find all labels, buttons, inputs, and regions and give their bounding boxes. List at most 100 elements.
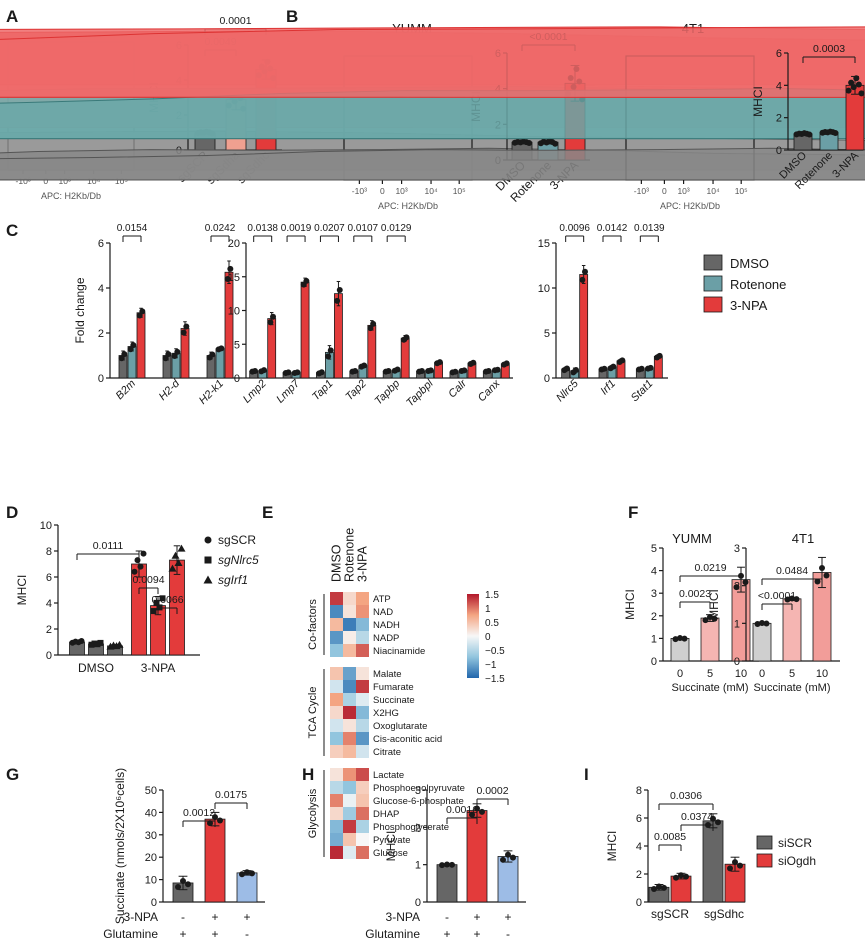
y-tick-label: 4 [46, 598, 52, 610]
p-value-label: 0.0019 [281, 223, 312, 234]
condition-sign: + [211, 910, 218, 924]
p-value-label: 0.0219 [694, 562, 726, 574]
x-category-label: 10 [816, 668, 828, 680]
p-value-label: 0.0242 [205, 223, 236, 234]
data-point [573, 366, 579, 373]
data-point [183, 323, 190, 330]
y-tick-label: 10 [228, 306, 240, 318]
data-point [444, 861, 450, 868]
heatmap-cell [330, 680, 343, 693]
data-point [806, 131, 813, 138]
x-category-label: 0 [759, 668, 765, 680]
bar [700, 617, 720, 662]
data-point [137, 563, 144, 570]
p-value-label: 0.0066 [151, 594, 183, 606]
y-tick-label: 2 [98, 328, 104, 340]
heatmap-cell [356, 693, 369, 706]
bar [752, 622, 772, 662]
y-tick-label: 2 [734, 581, 740, 593]
data-point [227, 265, 234, 272]
heatmap-row-label: Succinate [373, 695, 415, 706]
p-value-label: 0.0016 [446, 804, 478, 816]
heatmap-cell [330, 732, 343, 745]
data-point [832, 129, 839, 136]
heatmap-cell [343, 592, 356, 605]
x-category-label: Lmp7 [274, 377, 303, 406]
heatmap-cell [343, 618, 356, 631]
y-tick-label: 5 [544, 328, 550, 340]
colorbar-tick-label: 0.5 [485, 618, 499, 629]
x-axis-label: APC: H2Kb/Db [660, 201, 720, 211]
x-tick-label: 10⁴ [706, 186, 719, 196]
data-point [394, 366, 401, 373]
p-value-label: 0.0096 [559, 223, 590, 234]
panel-label-I: I [584, 765, 589, 784]
data-point [156, 604, 163, 611]
heatmap-cell [356, 719, 369, 732]
heatmap-group-label: Co-factors [307, 599, 319, 650]
x-tick-label: 0 [380, 186, 385, 196]
y-tick-label: 6 [98, 238, 104, 250]
legend-label: siOgdh [778, 854, 816, 868]
panel-label-C: C [6, 221, 18, 240]
p-value-label: 0.0012 [183, 807, 215, 819]
data-point [727, 865, 733, 872]
heatmap-cell [356, 680, 369, 693]
condition-sign: - [506, 927, 510, 941]
x-tick-label: -10³ [634, 186, 649, 196]
p-value-label: 0.0107 [348, 223, 379, 234]
y-tick-label: 40 [145, 807, 157, 819]
colorbar-tick-label: −0.5 [485, 646, 505, 657]
x-tick-label: 10⁵ [735, 186, 748, 196]
data-point [165, 351, 172, 358]
data-point [848, 79, 855, 86]
p-value-label: <0.0001 [758, 590, 796, 602]
heatmap-cell [330, 781, 343, 794]
data-point [97, 639, 104, 646]
heatmap-column-label: 3-NPA [356, 545, 370, 582]
data-point [270, 313, 277, 320]
x-tick-label: 10⁵ [115, 176, 128, 186]
heatmap-cell [356, 781, 369, 794]
data-point [325, 353, 332, 360]
data-point [858, 90, 865, 97]
heatmap-cell [356, 732, 369, 745]
condition-sign: + [211, 927, 218, 941]
data-point [793, 596, 800, 603]
y-tick-label: 0 [151, 897, 157, 909]
heatmap-cell [343, 768, 356, 781]
heatmap-row-label: NAD [373, 607, 393, 618]
y-tick-label: 20 [145, 852, 157, 864]
data-point [130, 342, 137, 349]
data-point [732, 859, 738, 866]
y-tick-label: 1 [415, 860, 421, 872]
data-point [469, 811, 475, 818]
bar [497, 856, 519, 903]
data-point [474, 805, 480, 812]
y-tick-label: 4 [776, 80, 782, 92]
data-point [385, 368, 392, 375]
data-point [131, 568, 138, 575]
heatmap-cell [330, 618, 343, 631]
bar [224, 271, 234, 379]
data-point [711, 615, 718, 622]
x-category-label: 5 [707, 668, 713, 680]
data-point [449, 861, 455, 868]
panel-title-4t1: 4T1 [792, 531, 814, 546]
p-value-label: 0.0003 [813, 43, 845, 55]
bar [204, 818, 226, 903]
x-category-label: Tapbpl [404, 377, 436, 409]
heatmap-cell [330, 833, 343, 846]
y-tick-label: 1 [734, 618, 740, 630]
y-tick-label: 2 [651, 611, 657, 623]
p-value-label: 0.0002 [476, 785, 508, 797]
data-point [239, 871, 245, 878]
data-point [418, 368, 425, 375]
heatmap-row-label: Glucose-6-phosphate [373, 796, 464, 807]
x-category-label: Tapbp [372, 378, 402, 408]
heatmap-cell [356, 820, 369, 833]
x-category-label: H2-k1 [197, 378, 226, 407]
data-point [638, 365, 645, 372]
heatmap-cell [356, 605, 369, 618]
condition-label: 3-NPA [386, 910, 420, 924]
